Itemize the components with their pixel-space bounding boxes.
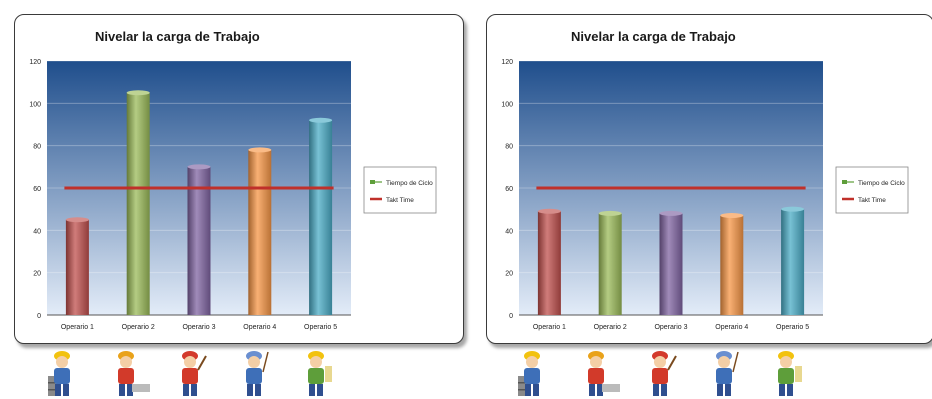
y-tick-label: 60: [505, 186, 513, 193]
y-tick-label: 120: [29, 59, 41, 66]
y-tick-label: 100: [29, 101, 41, 108]
x-tick-label: Operario 1: [533, 324, 566, 331]
worker-with-boxes-icon: [48, 351, 70, 396]
y-tick-label: 80: [505, 144, 513, 151]
legend-marker: [842, 180, 847, 184]
worker-illustrations-right: [518, 351, 802, 396]
y-tick-label: 40: [505, 228, 513, 235]
bar: [659, 213, 683, 315]
bar: [781, 209, 805, 315]
worker-checklist-icon: [308, 351, 332, 396]
worker-cleaning-icon: [716, 351, 739, 396]
worker-hammer-icon: [182, 351, 207, 396]
bar: [65, 219, 89, 315]
worker-illustrations-left: [48, 351, 332, 396]
bar-chart-left: 0 20 40 60 80 100 120 Operario 1 Operario 2 Opera…: [29, 59, 437, 331]
bar-top: [309, 117, 333, 123]
worker-welding-icon: [588, 351, 620, 396]
x-tick-label: Operario 3: [182, 324, 215, 331]
bar-top: [659, 210, 683, 216]
x-tick-label: Operario 1: [61, 324, 94, 331]
y-tick-label: 80: [33, 144, 41, 151]
chart-panel-right: Nivelar la carga de Trabajo 0 20 40 60 80 100…: [486, 14, 932, 344]
worker-checklist-icon: [778, 351, 802, 396]
x-tick-label: Operario 3: [654, 324, 687, 331]
legend-label: Takt Time: [858, 197, 886, 204]
bar: [126, 92, 150, 315]
y-tick-label: 100: [501, 101, 513, 108]
bar: [248, 149, 272, 315]
y-tick-label: 60: [33, 186, 41, 193]
bar: [537, 211, 561, 315]
y-tick-label: 0: [37, 313, 41, 320]
y-tick-label: 0: [509, 313, 513, 320]
bar-top: [248, 147, 272, 153]
bar-top: [598, 210, 622, 216]
bar-top: [65, 217, 89, 223]
y-tick-label: 20: [505, 271, 513, 278]
x-tick-label: Operario 4: [715, 324, 748, 331]
legend-label: Tiempo de Ciclo: [386, 180, 433, 187]
worker-with-boxes-icon: [518, 351, 540, 396]
worker-hammer-icon: [652, 351, 677, 396]
x-tick-label: Operario 5: [776, 324, 809, 331]
bar-top: [781, 206, 805, 212]
bar-chart-right: 0 20 40 60 80 100 120 Operario 1 Operario 2 Opera…: [501, 59, 909, 331]
y-tick-label: 120: [501, 59, 513, 66]
y-tick-label: 40: [33, 228, 41, 235]
x-tick-label: Operario 4: [243, 324, 276, 331]
legend-label: Takt Time: [386, 197, 414, 204]
y-tick-label: 20: [33, 271, 41, 278]
bar: [598, 213, 622, 315]
bar-top: [720, 213, 744, 219]
x-tick-label: Operario 2: [122, 324, 155, 331]
worker-cleaning-icon: [246, 351, 269, 396]
bar: [187, 166, 211, 315]
legend-marker: [370, 180, 375, 184]
bar-top: [537, 208, 561, 214]
chart-title: Nivelar la carga de Trabajo: [95, 29, 260, 44]
bar: [720, 215, 744, 315]
bar: [309, 120, 333, 316]
legend-label: Tiempo de Ciclo: [858, 180, 905, 187]
legend-box: [363, 166, 437, 214]
chart-title: Nivelar la carga de Trabajo: [571, 29, 736, 44]
bar-top: [187, 164, 211, 170]
bar-top: [126, 90, 150, 96]
x-tick-label: Operario 2: [594, 324, 627, 331]
legend-box: [835, 166, 909, 214]
worker-welding-icon: [118, 351, 150, 396]
x-tick-label: Operario 5: [304, 324, 337, 331]
chart-panel-left: Nivelar la carga de Trabajo 0 20 40 60 80 100…: [14, 14, 464, 344]
